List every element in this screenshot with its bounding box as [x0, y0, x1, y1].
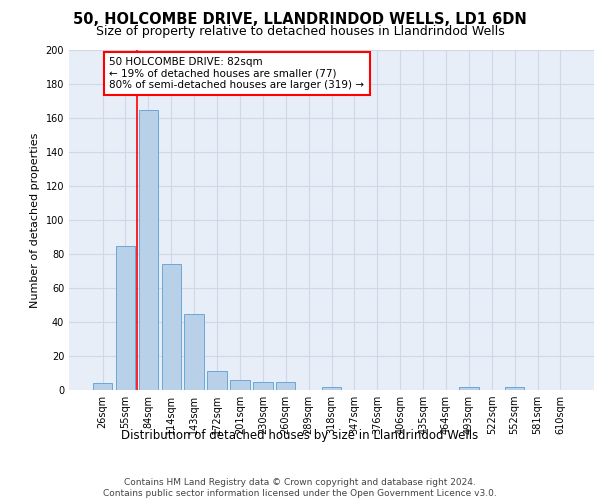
Text: Size of property relative to detached houses in Llandrindod Wells: Size of property relative to detached ho…	[95, 25, 505, 38]
Bar	[276, 382, 295, 390]
Text: 50 HOLCOMBE DRIVE: 82sqm
← 19% of detached houses are smaller (77)
80% of semi-d: 50 HOLCOMBE DRIVE: 82sqm ← 19% of detach…	[109, 57, 364, 90]
Y-axis label: Number of detached properties: Number of detached properties	[30, 132, 40, 308]
Bar	[459, 386, 479, 390]
Bar	[116, 246, 135, 390]
Bar	[139, 110, 158, 390]
Bar	[161, 264, 181, 390]
Bar	[184, 314, 204, 390]
Bar	[253, 382, 272, 390]
Bar	[322, 386, 341, 390]
Bar	[230, 380, 250, 390]
Text: Contains HM Land Registry data © Crown copyright and database right 2024.
Contai: Contains HM Land Registry data © Crown c…	[103, 478, 497, 498]
Bar	[93, 383, 112, 390]
Bar	[505, 386, 524, 390]
Text: 50, HOLCOMBE DRIVE, LLANDRINDOD WELLS, LD1 6DN: 50, HOLCOMBE DRIVE, LLANDRINDOD WELLS, L…	[73, 12, 527, 28]
Bar	[208, 372, 227, 390]
Text: Distribution of detached houses by size in Llandrindod Wells: Distribution of detached houses by size …	[121, 430, 479, 442]
